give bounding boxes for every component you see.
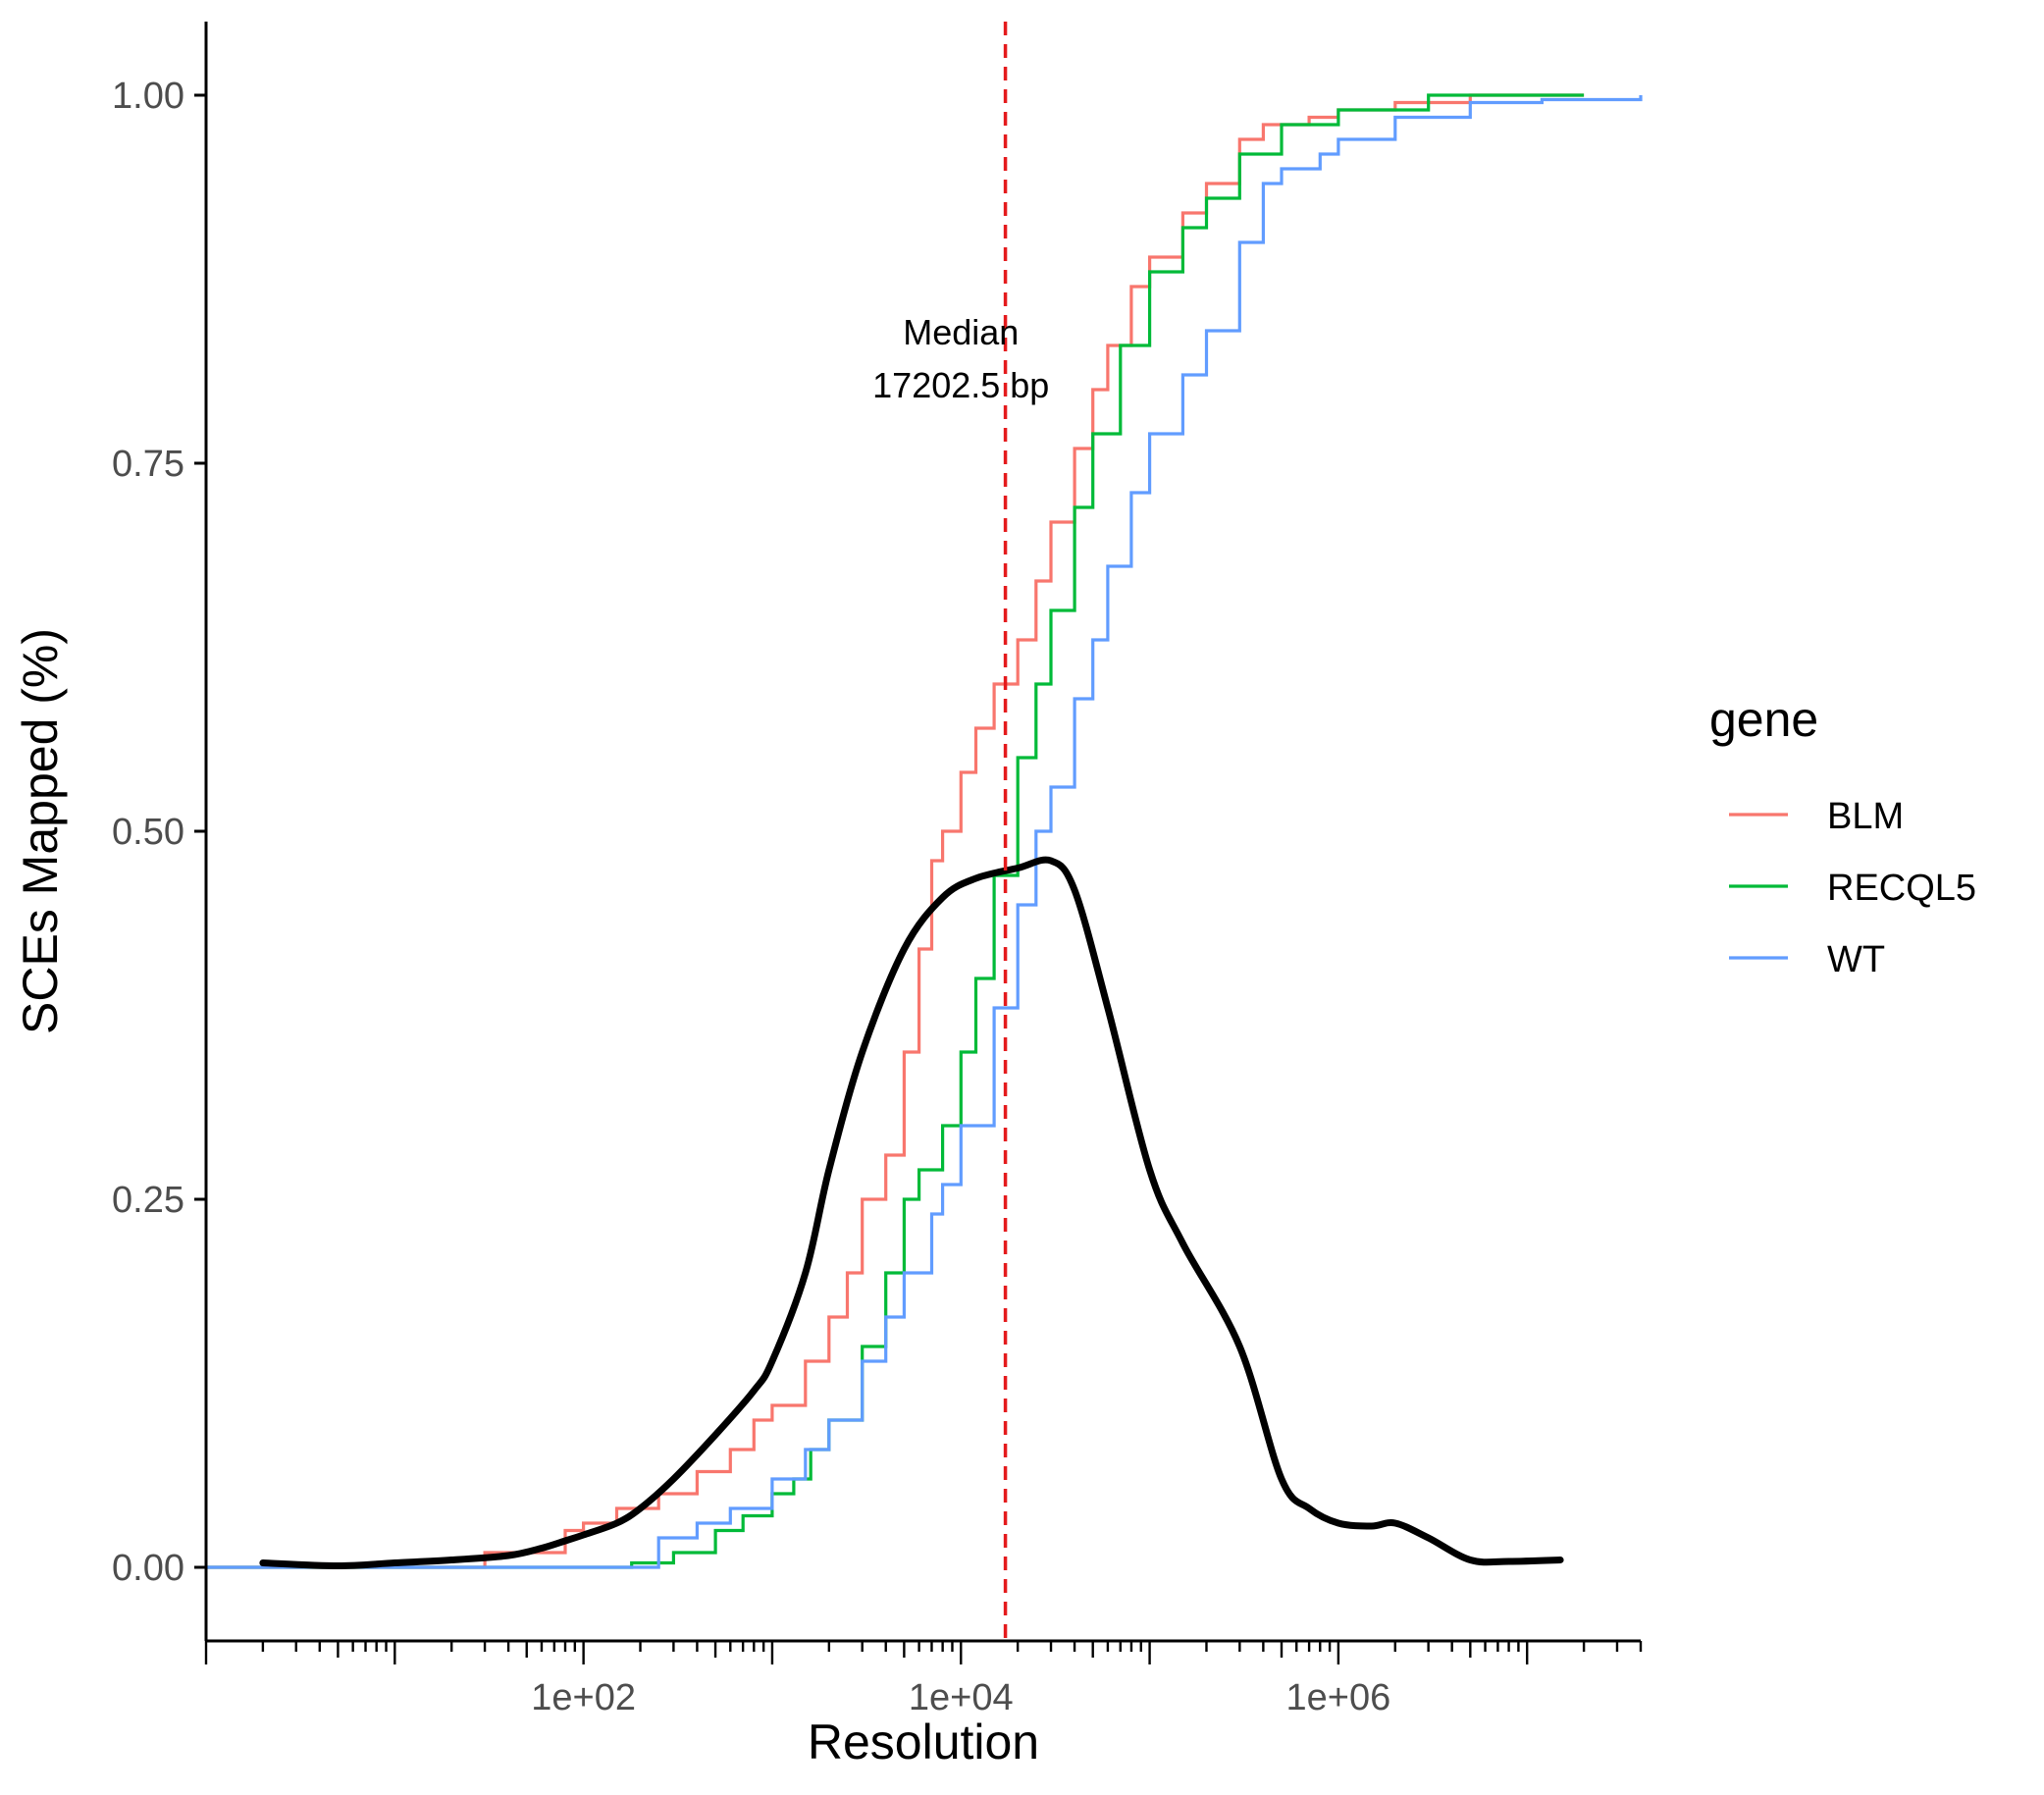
series-line-wt xyxy=(206,95,1643,1569)
y-tick-label: 1.00 xyxy=(112,76,184,117)
median-annotation-label: Median xyxy=(903,312,1019,352)
x-tick-label: 1e+02 xyxy=(531,1677,636,1718)
y-tick-label: 0.50 xyxy=(112,812,184,853)
legend-items: BLM RECQL5 WT xyxy=(1729,796,1976,980)
median-annotation-value: 17202.5 bp xyxy=(872,365,1049,405)
y-tick-label: 0.25 xyxy=(112,1180,184,1221)
series-line-recql5 xyxy=(206,93,1585,1569)
legend-title: gene xyxy=(1709,692,1818,747)
legend-label-recql5: RECQL5 xyxy=(1827,868,1976,909)
x-axis-ticks: 1e+02 1e+04 1e+06 xyxy=(204,1641,1643,1718)
y-axis-title: SCEs Mapped (%) xyxy=(13,628,68,1034)
legend-label-wt: WT xyxy=(1827,939,1885,980)
x-tick-label: 1e+04 xyxy=(909,1677,1014,1718)
axes: 1e+02 1e+04 1e+06 0.00 0.25 0.50 0.75 1.00 Res… xyxy=(13,22,1643,1769)
x-axis-title: Resolution xyxy=(808,1715,1039,1769)
series-line-blm xyxy=(206,93,1585,1569)
x-tick-label: 1e+06 xyxy=(1286,1677,1391,1718)
median-annotation: Median 17202.5 bp xyxy=(872,312,1049,405)
y-axis-ticks: 0.00 0.25 0.50 0.75 1.00 xyxy=(112,76,206,1589)
y-tick-label: 0.00 xyxy=(112,1548,184,1589)
plot-area xyxy=(206,22,1643,1641)
legend: gene BLM RECQL5 WT xyxy=(1709,692,1976,980)
y-tick-label: 0.75 xyxy=(112,444,184,485)
legend-label-blm: BLM xyxy=(1827,796,1904,837)
density-curve xyxy=(259,856,1564,1570)
